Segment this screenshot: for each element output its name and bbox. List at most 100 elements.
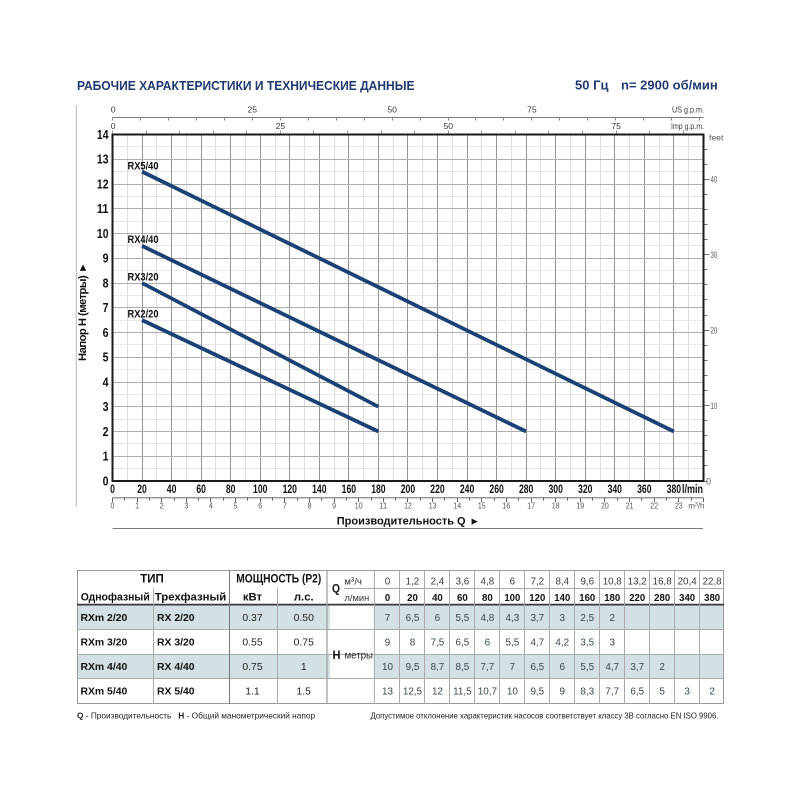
svg-text:380: 380 — [704, 593, 720, 604]
svg-text:4,7: 4,7 — [530, 638, 544, 649]
svg-text:340: 340 — [679, 593, 695, 604]
svg-text:17: 17 — [527, 502, 535, 511]
svg-text:280: 280 — [519, 483, 533, 496]
svg-text:15: 15 — [478, 502, 486, 511]
svg-text:7: 7 — [283, 502, 287, 511]
svg-text:18: 18 — [552, 502, 560, 511]
svg-text:RX2/20: RX2/20 — [128, 308, 159, 320]
svg-text:22: 22 — [650, 502, 658, 511]
svg-text:8,7: 8,7 — [431, 662, 445, 673]
svg-text:7: 7 — [385, 613, 391, 624]
svg-text:5: 5 — [659, 687, 665, 698]
svg-text:23: 23 — [675, 502, 683, 511]
svg-text:10: 10 — [97, 227, 109, 241]
svg-text:3,5: 3,5 — [580, 638, 594, 649]
svg-text:12: 12 — [404, 502, 412, 511]
svg-text:4,8: 4,8 — [481, 613, 495, 624]
svg-text:220: 220 — [629, 593, 645, 604]
svg-text:260: 260 — [489, 483, 503, 496]
svg-text:20: 20 — [711, 325, 718, 335]
svg-text:Трехфазный: Трехфазный — [155, 591, 227, 603]
svg-text:7,7: 7,7 — [481, 662, 495, 673]
svg-text:340: 340 — [608, 483, 622, 496]
svg-text:7: 7 — [103, 301, 109, 315]
svg-text:метры: метры — [345, 651, 374, 662]
svg-text:Напор H (метры) ▸: Напор H (метры) ▸ — [77, 265, 89, 361]
svg-text:6: 6 — [510, 577, 516, 588]
svg-text:МОЩНОСТЬ (P2): МОЩНОСТЬ (P2) — [236, 574, 321, 586]
svg-text:120: 120 — [283, 483, 297, 496]
svg-text:11: 11 — [97, 202, 109, 216]
svg-text:360: 360 — [637, 483, 651, 496]
svg-text:22,8: 22,8 — [703, 577, 723, 588]
svg-text:13: 13 — [429, 502, 437, 511]
svg-text:3: 3 — [684, 687, 690, 698]
svg-text:240: 240 — [460, 483, 474, 496]
svg-text:9,5: 9,5 — [530, 687, 544, 698]
svg-text:1: 1 — [135, 502, 139, 511]
svg-text:RXm 5/40: RXm 5/40 — [81, 687, 128, 698]
svg-text:5: 5 — [234, 502, 238, 511]
svg-text:50: 50 — [387, 105, 397, 115]
svg-text:25: 25 — [248, 105, 258, 115]
svg-text:8: 8 — [410, 638, 416, 649]
svg-text:6: 6 — [103, 326, 109, 340]
svg-text:2,4: 2,4 — [431, 577, 445, 588]
svg-text:8: 8 — [103, 276, 109, 290]
svg-text:м3/ч: м3/ч — [345, 577, 363, 587]
svg-text:0.50: 0.50 — [294, 613, 314, 624]
svg-text:11: 11 — [379, 502, 387, 511]
svg-text:US g.p.m.: US g.p.m. — [672, 105, 704, 115]
svg-text:4,3: 4,3 — [505, 613, 519, 624]
svg-text:10,8: 10,8 — [603, 577, 623, 588]
svg-text:8,4: 8,4 — [555, 577, 569, 588]
svg-text:H: H — [333, 648, 341, 662]
svg-text:140: 140 — [312, 483, 326, 496]
svg-text:6,5: 6,5 — [406, 613, 420, 624]
svg-text:RX 5/40: RX 5/40 — [157, 687, 195, 698]
svg-text:12: 12 — [97, 177, 109, 191]
svg-text:2: 2 — [160, 502, 164, 511]
svg-text:4: 4 — [209, 502, 213, 511]
svg-text:Q - Производительность H - О: Q - Производительность H - Общий маномет… — [77, 711, 315, 721]
svg-text:0.75: 0.75 — [242, 662, 262, 673]
svg-text:75: 75 — [611, 121, 621, 131]
svg-text:7,7: 7,7 — [605, 687, 619, 698]
svg-text:75: 75 — [527, 105, 537, 115]
svg-text:RX3/20: RX3/20 — [128, 271, 159, 283]
svg-text:10: 10 — [382, 662, 393, 673]
svg-text:80: 80 — [482, 593, 493, 604]
svg-text:2: 2 — [659, 662, 665, 673]
svg-text:6,5: 6,5 — [456, 638, 470, 649]
svg-text:9: 9 — [560, 687, 566, 698]
svg-text:1: 1 — [103, 450, 109, 464]
svg-text:кВт: кВт — [243, 591, 263, 603]
svg-text:180: 180 — [371, 483, 385, 496]
svg-text:40: 40 — [167, 483, 177, 496]
svg-text:40: 40 — [711, 174, 718, 184]
svg-text:2,5: 2,5 — [580, 613, 594, 624]
svg-text:4,8: 4,8 — [481, 577, 495, 588]
svg-text:160: 160 — [579, 593, 595, 604]
svg-text:5,5: 5,5 — [580, 662, 594, 673]
svg-text:19: 19 — [576, 502, 584, 511]
svg-text:9: 9 — [385, 638, 391, 649]
svg-text:10: 10 — [507, 687, 518, 698]
svg-text:20: 20 — [407, 593, 418, 604]
svg-text:11,5: 11,5 — [453, 687, 472, 698]
svg-text:3,7: 3,7 — [630, 662, 644, 673]
svg-text:3,7: 3,7 — [530, 613, 544, 624]
svg-text:0: 0 — [111, 105, 116, 115]
svg-text:3: 3 — [184, 502, 188, 511]
svg-text:60: 60 — [457, 593, 468, 604]
svg-text:160: 160 — [342, 483, 356, 496]
svg-text:14: 14 — [97, 128, 109, 142]
svg-text:4,7: 4,7 — [605, 662, 619, 673]
svg-text:RXm 3/20: RXm 3/20 — [81, 638, 128, 649]
svg-text:0: 0 — [111, 502, 115, 511]
svg-text:50: 50 — [444, 121, 454, 131]
svg-text:0: 0 — [706, 477, 711, 487]
svg-text:140: 140 — [554, 593, 570, 604]
svg-text:Imp g.p.m.: Imp g.p.m. — [671, 121, 704, 131]
svg-text:8: 8 — [308, 502, 312, 511]
